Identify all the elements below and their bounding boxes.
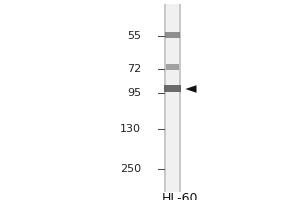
Text: 55: 55 (127, 31, 141, 41)
Bar (166, 4, 179, 192)
Text: 72: 72 (127, 64, 141, 74)
Bar (165, 32, 180, 38)
Polygon shape (185, 85, 197, 93)
Text: 95: 95 (127, 88, 141, 98)
Bar (164, 85, 181, 92)
Text: HL-60: HL-60 (162, 192, 198, 200)
Bar (166, 64, 179, 70)
Bar (164, 4, 181, 192)
Text: 130: 130 (120, 124, 141, 134)
Text: 250: 250 (120, 164, 141, 174)
